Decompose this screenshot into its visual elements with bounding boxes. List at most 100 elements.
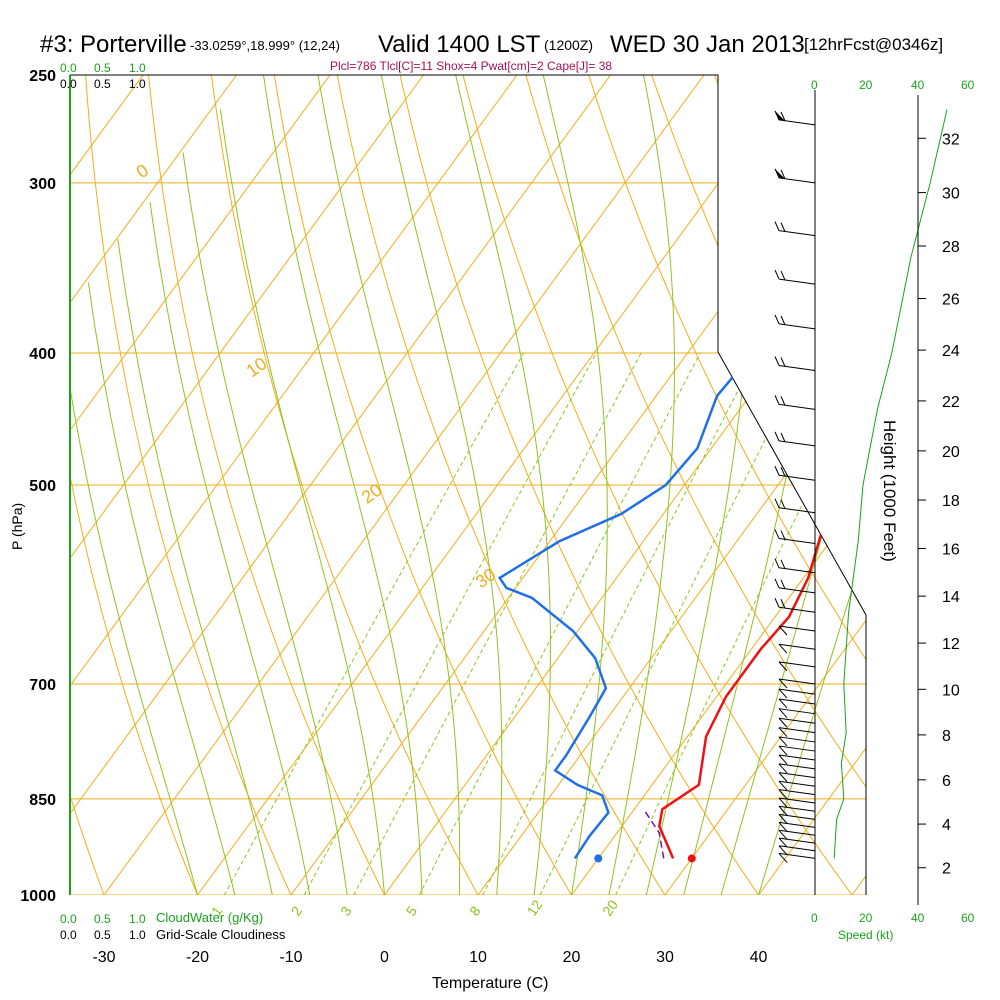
cloudiness-label: Grid-Scale Cloudiness	[156, 927, 286, 942]
wind-barb-feather	[778, 805, 788, 816]
speed-tick-0-bottom: 0	[811, 911, 818, 925]
wind-barb-staff	[778, 745, 816, 752]
moist-adiabat-line	[263, 75, 423, 895]
cloudiness-tick-2-top: 1.0	[129, 77, 146, 91]
station-coords: -33.0259°,18.999° (12,24)	[190, 38, 340, 53]
wind-barb-feather	[778, 797, 788, 808]
x-axis-title: Temperature (C)	[432, 975, 548, 992]
pressure-tick-label: 700	[29, 677, 56, 694]
height-tick-label: 10	[942, 682, 960, 699]
wind-barb-staff	[778, 678, 816, 685]
isotherm-line	[758, 75, 866, 895]
wind-barb-staff	[778, 717, 816, 724]
valid-date: WED 30 Jan 2013	[610, 31, 805, 58]
mixing-ratio-label: 8	[466, 903, 484, 919]
dry-adiabat-line	[0, 51, 20, 924]
wind-barb-pennant	[775, 110, 785, 121]
cloudiness-tick-1-bottom: 0.5	[94, 928, 111, 942]
dry-adiabat-line	[83, 75, 305, 895]
height-tick-label: 16	[942, 541, 960, 558]
wind-barb-feather	[778, 822, 788, 832]
mixing-ratio-label: 5	[403, 903, 421, 919]
moist-adiabat-line	[720, 75, 866, 895]
wind-speed-line	[833, 109, 948, 859]
pressure-tick-label: 300	[29, 176, 56, 193]
height-tick-label: 32	[942, 131, 960, 148]
moist-adiabat-line	[542, 75, 608, 895]
stability-indices: Plcl=786 Tlcl[C]=11 Shox=4 Pwat[cm]=2 Ca…	[330, 59, 612, 73]
wind-barb-feather	[774, 356, 780, 366]
wind-barb-feather	[778, 661, 788, 672]
dry-adiabat-label: 30	[472, 564, 500, 592]
pressure-tick-label: 250	[29, 68, 56, 85]
dry-adiabat-label: 0	[132, 160, 152, 182]
wind-barb-staff	[778, 829, 816, 836]
cloudiness-tick-2-bottom: 1.0	[129, 928, 146, 942]
wind-barb-feather	[780, 222, 786, 232]
isotherm-line	[70, 75, 237, 895]
cloud-tick-0-top: 0.0	[60, 61, 77, 75]
wind-barb-staff	[778, 763, 816, 770]
wind-barb-feather	[774, 431, 780, 442]
dry-adiabat-line	[70, 75, 116, 895]
moist-adiabat-line	[380, 75, 503, 895]
cloud-tick-0-bottom: 0.0	[60, 912, 77, 926]
wind-barb-feather	[778, 708, 788, 719]
wind-barb-feather	[778, 698, 788, 709]
cloudiness-tick-0-bottom: 0.0	[60, 928, 77, 942]
wind-barb-feather	[778, 688, 788, 699]
wind-barb-feather	[778, 814, 788, 824]
wind-barb-feather	[774, 269, 780, 280]
mixing-ratio-label: 12	[523, 897, 545, 919]
valid-zulu: (1200Z)	[544, 37, 593, 53]
wind-barb-feather	[778, 736, 788, 747]
dry-adiabat-line	[332, 75, 685, 895]
cloud-tick-1-top: 0.5	[94, 61, 111, 75]
speed-tick-3-bottom: 60	[961, 911, 975, 925]
isotherm-line	[477, 75, 866, 895]
wind-barbs	[774, 110, 816, 863]
wind-barb-staff	[778, 754, 816, 761]
dry-adiabat-line	[518, 75, 866, 895]
mixing-ratio-line	[482, 352, 758, 895]
cloudiness-tick-1-top: 0.5	[94, 77, 111, 91]
speed-tick-0-top: 0	[811, 78, 818, 92]
wind-barb-feather	[778, 829, 788, 840]
cloudwater-label: CloudWater (g/Kg)	[156, 910, 263, 925]
wind-barb-feather	[774, 598, 780, 608]
temperature-tick-label: 10	[469, 949, 487, 966]
dry-adiabat-line	[207, 75, 495, 895]
height-tick-label: 18	[942, 493, 960, 510]
temperature-tick-label: 30	[656, 949, 674, 966]
wind-barb-staff	[778, 845, 816, 852]
moist-adiabat-line	[220, 109, 385, 895]
isotherm-line	[664, 75, 866, 895]
mixing-ratio-line	[303, 352, 597, 895]
temperature-tick-label: -10	[279, 949, 302, 966]
height-tick-label: 4	[942, 817, 951, 834]
height-tick-label: 28	[942, 239, 960, 256]
wind-barb-staff	[778, 688, 816, 695]
wind-barb-pennant	[775, 168, 785, 179]
wind-barb-staff	[778, 797, 816, 804]
temperature-tick-label: -30	[92, 949, 115, 966]
wind-barb-feather	[778, 789, 788, 800]
pressure-tick-label: 1000	[20, 888, 56, 905]
height-tick-label: 26	[942, 292, 960, 309]
wind-barb-feather	[780, 357, 786, 367]
mixing-ratio-label: 20	[599, 897, 621, 919]
temperature-tick-label: -20	[186, 949, 209, 966]
wind-barb-feather	[780, 499, 786, 509]
wind-barb-staff	[778, 772, 816, 779]
moist-adiabat-line	[317, 75, 461, 895]
wind-barb-staff	[778, 625, 816, 632]
wind-barb-feather	[778, 717, 788, 728]
wind-barb-staff	[778, 805, 816, 812]
surface-dewpoint-marker	[594, 854, 603, 863]
wind-barb-feather	[778, 678, 788, 689]
wind-barb-feather	[778, 727, 788, 738]
mixing-ratio-line	[223, 352, 525, 895]
moist-adiabat-line	[117, 239, 273, 895]
isotherm-line	[384, 75, 866, 895]
